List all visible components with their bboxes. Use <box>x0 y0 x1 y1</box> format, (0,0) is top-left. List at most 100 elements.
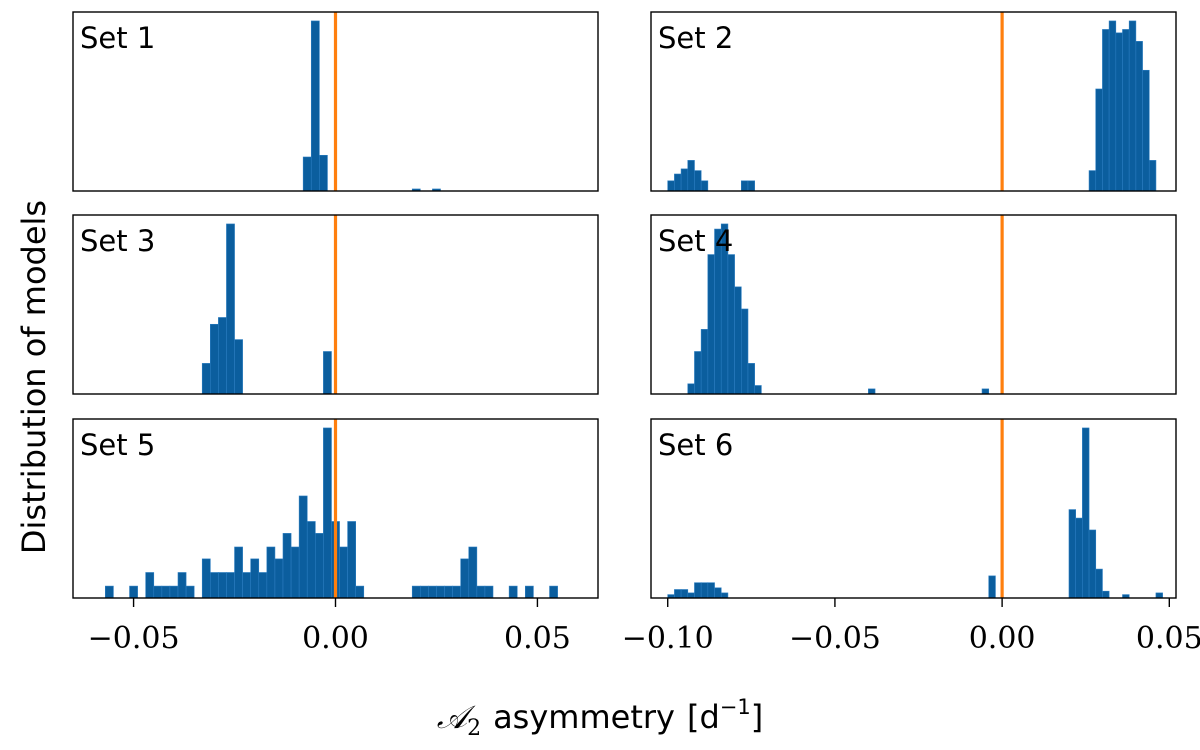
histogram-bar <box>747 363 755 395</box>
y-axis-title: Distribution of models <box>15 200 53 554</box>
panel-frame <box>650 11 1177 192</box>
histogram-bar <box>290 546 300 599</box>
histogram-bar <box>250 558 260 599</box>
histogram-bar <box>1095 88 1103 192</box>
panel-label: Set 5 <box>80 428 155 462</box>
histogram-bar <box>218 317 227 395</box>
histogram-bar <box>1142 69 1150 192</box>
histogram-bar <box>1128 20 1137 192</box>
histogram-bar <box>234 546 243 599</box>
histogram-bar <box>1095 568 1103 599</box>
histogram-bar <box>161 585 171 599</box>
histogram-bar <box>687 592 695 599</box>
histogram-bar <box>1075 517 1083 599</box>
histogram-bar <box>355 585 365 599</box>
histogram-bar <box>694 170 702 192</box>
histogram-bar <box>720 592 729 599</box>
histogram-bar <box>177 572 187 599</box>
histogram-bar <box>153 585 163 599</box>
histogram-bar <box>319 154 328 192</box>
panel-3: Set 3 <box>72 214 599 395</box>
histogram-bar <box>169 585 179 599</box>
histogram-bar <box>687 160 695 192</box>
histogram-bar <box>258 572 268 599</box>
panel-frame <box>72 11 599 192</box>
histogram-bar <box>981 388 990 395</box>
x-tick-label: 0.05 <box>504 621 571 656</box>
histogram-bar <box>508 585 518 599</box>
panel-frame <box>72 214 599 395</box>
histogram-bar <box>680 589 689 599</box>
histogram-bar <box>727 254 735 395</box>
histogram-bar <box>315 533 324 599</box>
panel-label: Set 1 <box>80 21 155 55</box>
histogram-bar <box>323 351 332 395</box>
panel-label: Set 6 <box>658 428 733 462</box>
x-axis-title-subscript: 2 <box>467 716 481 741</box>
histogram-bar <box>674 173 682 192</box>
histogram-bar <box>1135 41 1143 192</box>
histogram-bar <box>411 585 421 599</box>
histogram-bar <box>274 558 284 599</box>
panel-frame <box>650 418 1177 599</box>
histogram-bar <box>310 20 320 192</box>
x-tick-label: 0.00 <box>302 621 369 656</box>
histogram-bar <box>185 585 195 599</box>
x-axis-ticks: −0.05 0.00 0.05 −0.10 −0.05 0.00 0.05 <box>88 598 1200 656</box>
histogram-bar <box>1122 29 1130 192</box>
histogram-bar <box>201 558 211 599</box>
histogram-bar <box>1148 160 1157 192</box>
panels-layer: Set 1 Set 2 Set 3 Set 4 Set 5 Set 6 <box>72 11 1177 599</box>
histogram-bar <box>452 585 461 599</box>
histogram-bar <box>347 521 356 599</box>
panel-label: Set 2 <box>658 21 733 55</box>
histogram-bar <box>1068 509 1076 599</box>
histogram-bar <box>302 156 312 192</box>
histogram-bar <box>145 572 155 599</box>
x-axis-title-unit-exponent: −1 <box>720 695 751 719</box>
histogram-bar <box>282 533 292 599</box>
histogram-bar <box>1108 20 1117 192</box>
histogram-bar <box>242 572 251 599</box>
histogram-bar <box>218 572 227 599</box>
histogram-bar <box>339 546 348 599</box>
x-tick-label: 0.00 <box>969 621 1036 656</box>
histogram-bar <box>234 339 243 395</box>
histogram-bar <box>694 351 702 395</box>
histogram-bar <box>747 180 755 192</box>
histogram-bar <box>1088 529 1097 599</box>
histogram-bar <box>740 308 749 395</box>
histogram-bar <box>525 585 534 599</box>
histogram-bar <box>420 585 429 599</box>
panel-5: Set 5 <box>72 418 599 599</box>
histogram-bar <box>1082 427 1090 599</box>
panel-label: Set 3 <box>80 224 155 258</box>
histogram-bar <box>667 180 675 192</box>
histogram-bar <box>226 223 235 395</box>
panel-label: Set 4 <box>658 224 733 258</box>
x-axis-title-unit-close: ] <box>751 698 763 736</box>
histogram-bar <box>868 388 876 395</box>
histogram-bar <box>1155 592 1163 599</box>
histogram-bar <box>988 575 996 599</box>
x-axis-title-unit-open: [d <box>687 698 720 736</box>
histogram-bar <box>484 585 494 599</box>
histogram-bar <box>740 180 749 192</box>
histogram-bar <box>694 582 702 599</box>
histogram-bar <box>1115 32 1123 192</box>
histogram-bar <box>460 558 470 599</box>
histogram-bar <box>306 521 316 599</box>
histogram-bar <box>680 168 689 192</box>
panel-4: Set 4 <box>650 214 1177 395</box>
panel-6: Set 6 <box>650 418 1177 599</box>
histogram-bar <box>714 587 722 599</box>
x-tick-label: −0.05 <box>789 621 881 656</box>
histogram-bar <box>549 585 558 599</box>
histogram-bar <box>444 585 453 599</box>
panel-frame <box>650 214 1177 395</box>
histogram-bar <box>436 585 445 599</box>
x-axis-title-text: asymmetry <box>493 698 675 736</box>
histogram-bar <box>754 385 762 395</box>
histogram-bar <box>298 495 308 599</box>
